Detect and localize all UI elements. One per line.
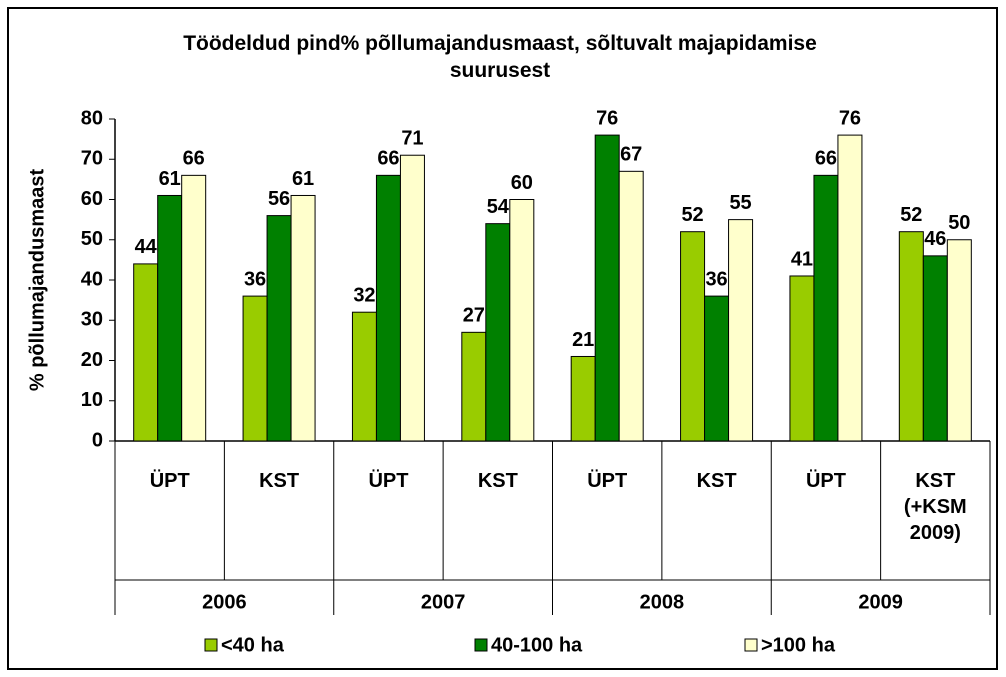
bar [837,134,863,442]
category-box: KST [477,470,518,492]
x-tick-label: ÜPT [149,470,190,492]
value-label: 56 [268,188,290,210]
value-label: 76 [596,107,618,129]
value-label: 55 [729,192,751,214]
bar [728,219,754,442]
value-label: 50 [948,212,970,234]
bar [485,223,511,442]
category-box: ÜPT [805,470,846,492]
value-label: 60 [511,172,533,194]
y-tick-label: 60 [81,188,103,210]
title-box: Töödeldud pind% põllumajandusmaast, sõlt… [183,32,817,82]
legend-swatch [204,638,218,652]
value-label: 21 [572,329,594,351]
bar [789,275,815,442]
value-label: 61 [292,168,314,190]
y-tick-label: 20 [81,349,103,371]
y-axis-title: % põllumajandusmaast [26,169,48,392]
bar [594,134,620,442]
bar [680,231,706,442]
value-label: 46 [924,228,946,250]
value-label: 71 [401,128,423,150]
legend-swatch [744,638,758,652]
year-label: 2006 [202,591,247,613]
bar [509,199,535,442]
x-tick-label: KST [696,470,737,492]
x-tick-label: ÜPT [368,470,409,492]
value-label: 52 [900,204,922,226]
bar [704,295,730,442]
y-tick-label: 50 [81,228,103,250]
bar [157,194,183,442]
category-box: KST (+KSM 2009) [903,470,967,544]
y-tick-label: 40 [81,268,103,290]
legend-label: <40 ha [221,634,285,656]
legend-swatch [474,638,488,652]
bar [461,331,487,442]
value-label: 36 [705,268,727,290]
value-label: 54 [487,196,510,218]
category-box: ÜPT [587,470,628,492]
value-label: 44 [135,236,158,258]
legend-label: 40-100 ha [491,634,583,656]
value-label: 41 [791,248,813,270]
category-box: KST [696,470,737,492]
x-tick-label: ÜPT [587,470,628,492]
value-label: 61 [159,168,181,190]
y-tick-label: 0 [92,429,103,451]
value-label: 76 [839,107,861,129]
bar [922,255,948,442]
bar [399,154,425,442]
bar [290,194,316,442]
value-label: 52 [681,204,703,226]
value-label: 66 [815,148,837,170]
x-tick-label: KST (+KSM 2009) [903,470,967,544]
y-tick-label: 80 [81,107,103,129]
year-label: 2009 [858,591,903,613]
legend-label: >100 ha [761,634,836,656]
bar [898,231,924,442]
bar [570,355,596,442]
x-tick-label: ÜPT [805,470,846,492]
bar [242,295,268,442]
y-tick-label: 30 [81,309,103,331]
bar [946,239,972,442]
category-box: KST [259,470,300,492]
bar [266,215,292,442]
value-label: 66 [377,148,399,170]
bar [618,170,644,442]
value-label: 27 [463,305,485,327]
y-tick-label: 70 [81,148,103,170]
bar [375,174,401,442]
bar [813,174,839,442]
bar [181,174,207,442]
value-label: 32 [353,284,375,306]
value-label: 66 [183,148,205,170]
category-box: ÜPT [149,470,190,492]
bar [351,311,377,442]
x-tick-label: KST [477,470,518,492]
year-label: 2007 [421,591,466,613]
category-box: ÜPT [368,470,409,492]
x-tick-label: KST [259,470,300,492]
y-tick-label: 10 [81,389,103,411]
bar [133,263,159,442]
value-label: 67 [620,144,642,166]
year-label: 2008 [640,591,685,613]
chart-title: Töödeldud pind% põllumajandusmaast, sõlt… [183,32,817,82]
value-label: 36 [244,268,266,290]
